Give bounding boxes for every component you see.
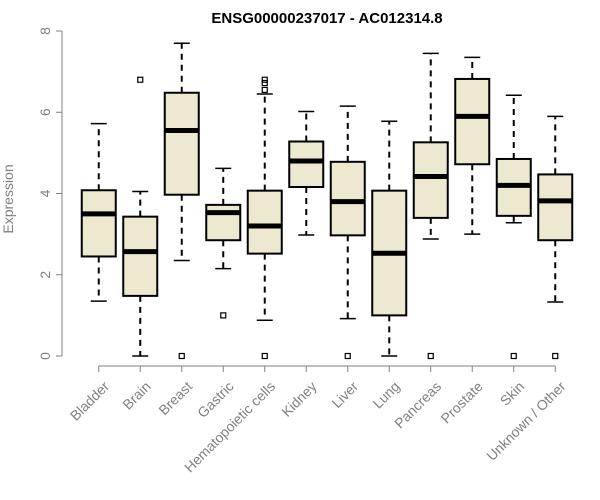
box-iqr	[537, 173, 574, 242]
box-iqr	[412, 141, 449, 219]
outlier-point	[552, 352, 559, 360]
y-tick-label: 6	[37, 108, 53, 116]
outlier-point	[261, 352, 268, 360]
box-6	[329, 105, 366, 360]
box-iqr	[80, 189, 117, 258]
box-iqr	[163, 91, 200, 196]
y-tick-label: 0	[37, 352, 53, 360]
outlier-point	[261, 79, 268, 87]
x-tick-label: Liver	[328, 378, 361, 411]
outlier-point	[510, 352, 517, 360]
box-1	[122, 76, 159, 357]
box-0	[80, 122, 117, 302]
box-2	[163, 42, 200, 360]
outlier-point	[261, 86, 268, 94]
outlier-point	[261, 76, 268, 83]
x-tick-label: Bladder	[67, 378, 113, 424]
box-iqr	[246, 189, 283, 255]
x-tick-label: Brain	[119, 378, 153, 412]
x-tick-label: Breast	[155, 378, 195, 418]
y-tick-label: 2	[37, 271, 53, 279]
box-5	[288, 110, 325, 236]
y-tick-label: 8	[37, 27, 53, 35]
box-iqr	[288, 140, 325, 188]
box-10	[495, 94, 532, 360]
outlier-point	[427, 352, 434, 360]
box-8	[412, 52, 449, 360]
y-tick-label: 4	[37, 189, 53, 197]
chart-title: ENSG00000237017 - AC012314.8	[211, 10, 442, 27]
box-7	[371, 120, 408, 357]
outlier-point	[137, 76, 144, 83]
box-4	[246, 76, 283, 360]
axes: 0 2 4 6 8	[37, 27, 556, 372]
outlier-point	[344, 352, 351, 360]
box-iqr	[454, 77, 491, 166]
x-tick-label: Lung	[369, 378, 402, 411]
x-tick-label: Kidney	[278, 378, 320, 420]
boxes	[80, 42, 574, 360]
y-axis-label: Expression	[0, 164, 16, 233]
box-11	[537, 115, 574, 360]
box-iqr	[329, 160, 366, 237]
x-tick-label: Unknown / Other	[483, 378, 569, 464]
outlier-point	[220, 312, 227, 319]
x-tick-label: Skin	[497, 378, 528, 409]
outlier-point	[178, 352, 185, 360]
box-9	[454, 56, 491, 235]
box-iqr	[122, 215, 159, 297]
box-3	[205, 167, 242, 319]
x-tick-label: Prostate	[438, 378, 486, 426]
